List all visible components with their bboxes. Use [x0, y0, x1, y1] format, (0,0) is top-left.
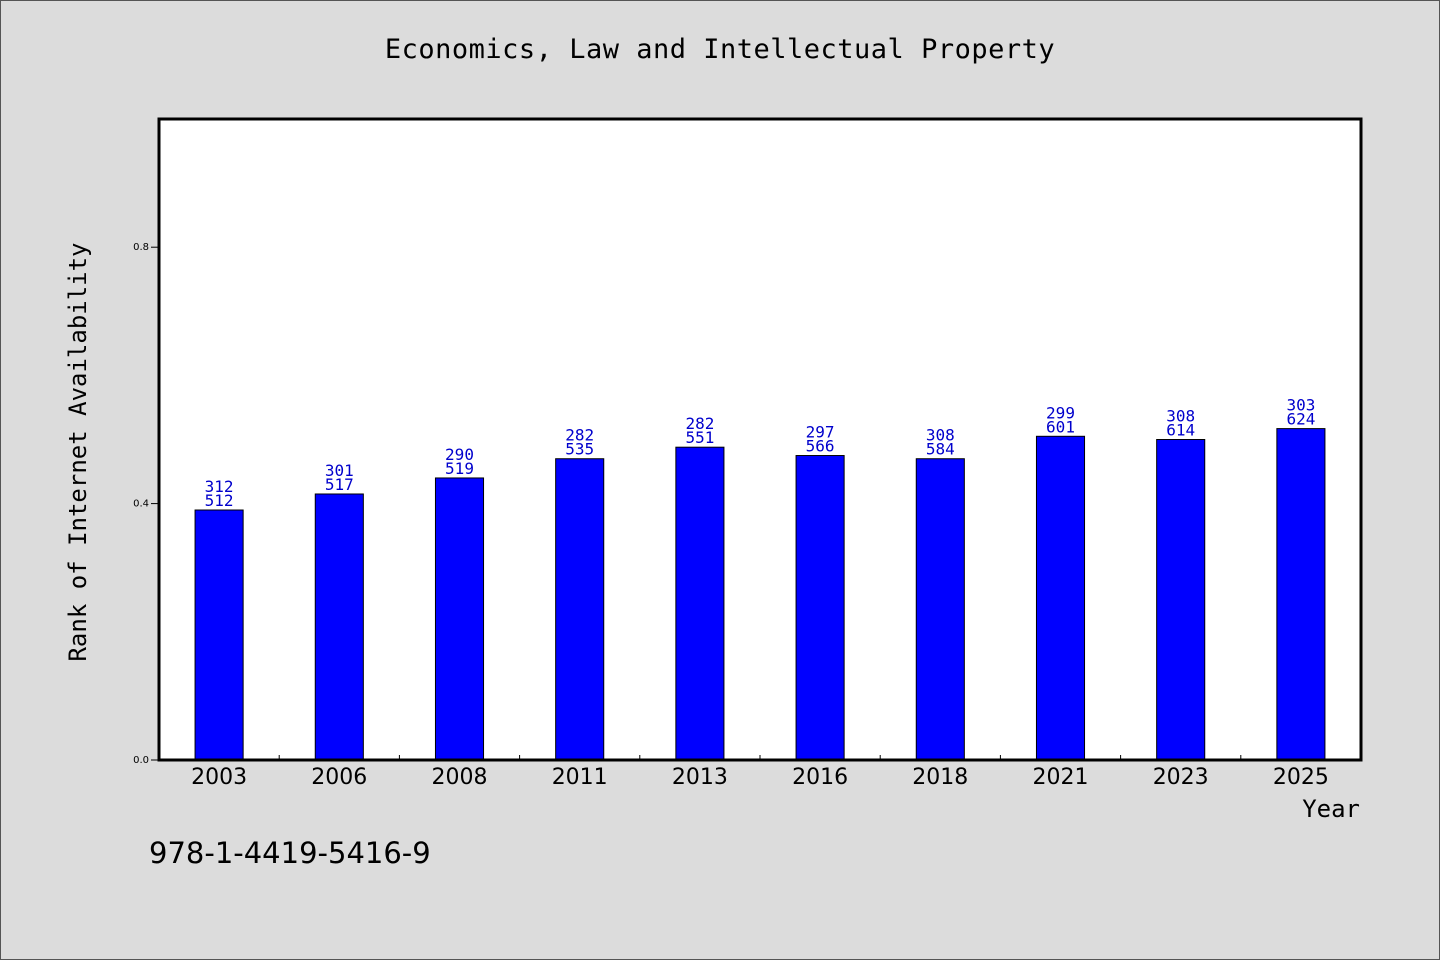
bar-label-bottom: 551 [685, 428, 714, 447]
bar [434, 477, 485, 761]
x-tick-label: 2003 [191, 765, 247, 790]
bar-label-bottom: 517 [325, 475, 354, 494]
bar-label-top: 303 [1286, 396, 1315, 415]
x-axis-label: Year [1302, 795, 1360, 823]
x-tick-label: 2006 [311, 765, 367, 790]
bar [1276, 428, 1326, 761]
bar [795, 455, 845, 761]
x-tick-label: 2023 [1153, 765, 1209, 790]
bar [194, 509, 244, 761]
bar-label-top: 308 [926, 426, 955, 445]
bar-label-bottom: 519 [445, 459, 474, 478]
x-tick-label: 2011 [552, 765, 608, 790]
bar-label-top: 301 [325, 461, 354, 480]
bar-label-top: 282 [565, 426, 594, 445]
bar [314, 493, 364, 761]
bar-label-top: 308 [1166, 407, 1195, 426]
bar [675, 446, 725, 761]
chart-title: Economics, Law and Intellectual Property [384, 34, 1056, 65]
y-axis-label: Rank of Internet Availability [64, 242, 92, 662]
bar-label-bottom: 535 [565, 440, 594, 459]
y-tick-label: 0.8 [133, 242, 149, 253]
bar-label-bottom: 614 [1166, 421, 1195, 440]
bar-label-bottom: 566 [806, 437, 835, 456]
x-tick-label: 2025 [1273, 765, 1329, 790]
x-tick-label: 2021 [1033, 765, 1089, 790]
bar-label-bottom: 624 [1286, 410, 1315, 429]
plot-border [157, 117, 1363, 762]
bar [915, 458, 965, 761]
bar-label-top: 297 [806, 423, 835, 442]
bar-label-bottom: 584 [926, 440, 955, 459]
isbn-text: 978-1-4419-5416-9 [149, 836, 431, 870]
y-tick-label: 0.0 [133, 755, 149, 766]
bar-label-top: 299 [1046, 403, 1075, 422]
bar-label-top: 282 [685, 414, 714, 433]
x-tick-label: 2018 [912, 765, 968, 790]
x-tick-label: 2008 [432, 765, 488, 790]
bar-label-top: 290 [445, 445, 474, 464]
bar-label-top: 312 [205, 477, 234, 496]
x-tick-label: 2016 [792, 765, 848, 790]
bar-label-bottom: 512 [205, 491, 234, 510]
bar [1035, 435, 1086, 761]
bar [555, 458, 605, 761]
y-tick-label: 0.4 [133, 499, 149, 510]
bar [1156, 439, 1206, 761]
x-tick-label: 2013 [672, 765, 728, 790]
bar-label-bottom: 601 [1046, 417, 1075, 436]
